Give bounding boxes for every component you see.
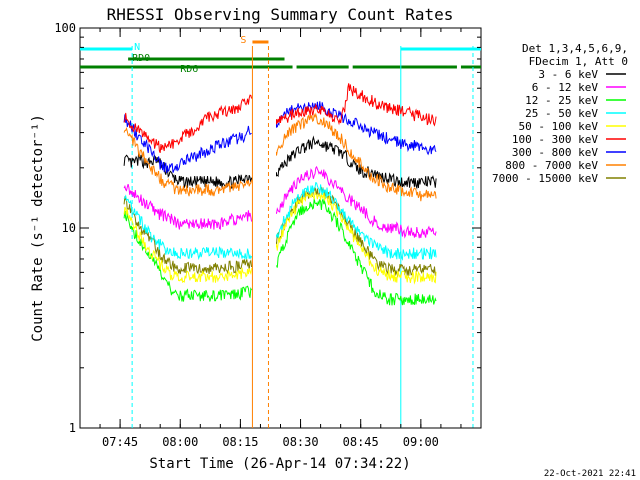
legend-entry-label: 3 - 6 keV: [538, 68, 598, 81]
legend-entry-label: 50 - 100 keV: [519, 120, 599, 133]
y-tick-label: 10: [62, 221, 76, 235]
legend: Det 1,3,4,5,6,9,FDecim 1, Att 03 - 6 keV…: [492, 42, 628, 185]
series-line-7: [123, 112, 437, 202]
series-line-6: [123, 101, 437, 174]
legend-entry-label: 300 - 800 keV: [512, 146, 598, 159]
x-tick-label: 08:45: [343, 435, 379, 449]
series-line-1: [123, 165, 437, 239]
y-tick-label: 100: [54, 21, 76, 35]
x-axis-ticks: 07:45 08:00 08:15 08:30 08:45 09:00: [99, 28, 462, 449]
y-axis-ticks: 1 10 100: [54, 21, 481, 435]
legend-entry-label: 100 - 300 keV: [512, 133, 598, 146]
data-series: [123, 83, 437, 306]
legend-entry-label: 7000 - 15000 keV: [492, 172, 598, 185]
chart-title: RHESSI Observing Summary Count Rates: [107, 5, 454, 24]
flag-label-rd0: RD0: [132, 53, 150, 64]
series-line-8: [123, 186, 437, 278]
flag-label-n: N: [134, 42, 140, 53]
footer-timestamp: 22-Oct-2021 22:41: [544, 469, 636, 479]
legend-entry-label: 12 - 25 keV: [525, 94, 598, 107]
flag-label-s: S: [240, 35, 246, 46]
series-line-3: [123, 182, 437, 261]
x-tick-label: 07:45: [102, 435, 138, 449]
x-tick-label: 09:00: [403, 435, 439, 449]
legend-entry-label: 800 - 7000 keV: [505, 159, 598, 172]
series-line-5: [123, 83, 437, 153]
y-axis-label: Count Rate (s⁻¹ detector⁻¹): [30, 114, 46, 342]
series-line-4: [123, 190, 437, 285]
legend-entry-label: 6 - 12 keV: [532, 81, 599, 94]
legend-header-line: FDecim 1, Att 0: [529, 55, 628, 68]
flag-label-rd6: RD6: [180, 64, 198, 75]
x-tick-label: 08:30: [282, 435, 318, 449]
legend-entry-label: 25 - 50 keV: [525, 107, 598, 120]
x-axis-label: Start Time (26-Apr-14 07:34:22): [149, 456, 410, 472]
legend-header-line: Det 1,3,4,5,6,9,: [522, 42, 628, 55]
y-tick-label: 1: [69, 421, 76, 435]
x-tick-label: 08:15: [222, 435, 258, 449]
x-tick-label: 08:00: [162, 435, 198, 449]
